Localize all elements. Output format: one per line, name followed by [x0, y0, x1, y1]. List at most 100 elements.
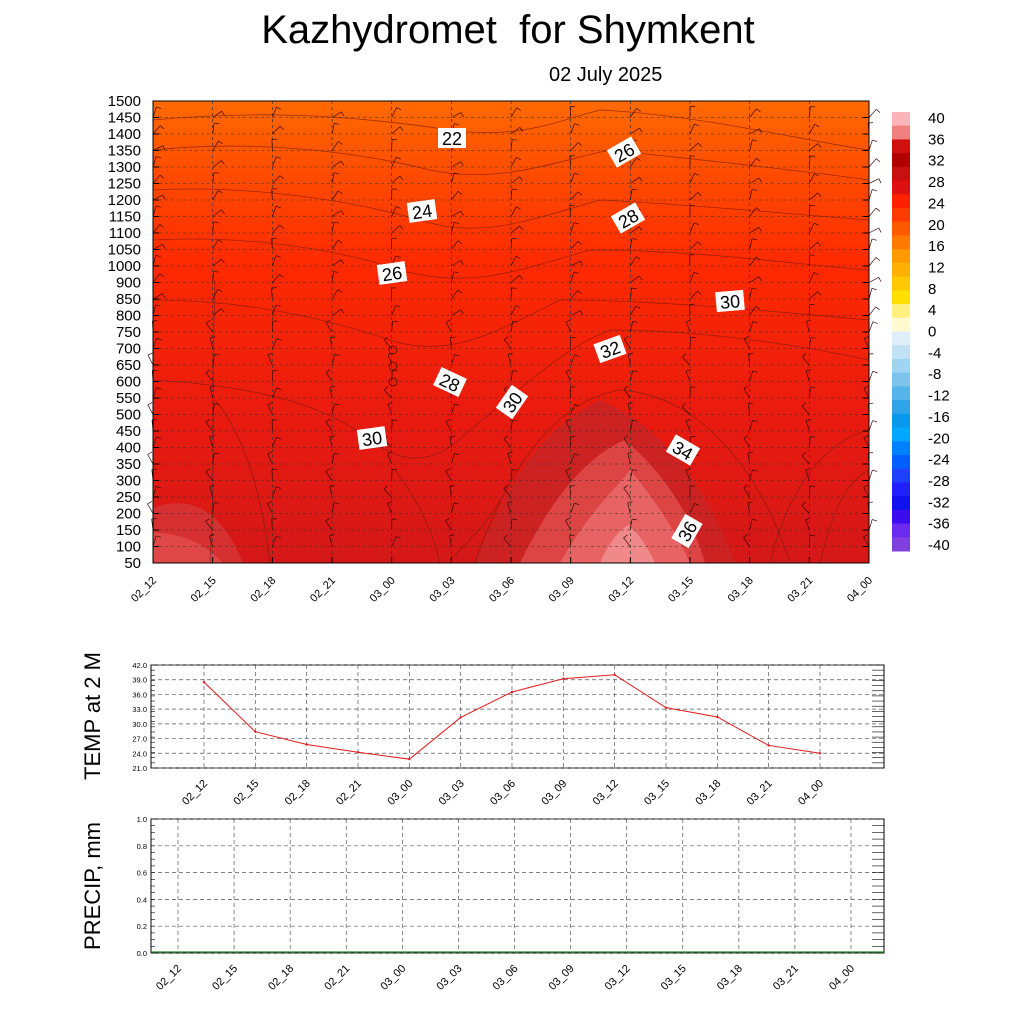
wind-barb-flag: [460, 210, 464, 216]
wind-barb: [272, 536, 277, 547]
wind-barb: [147, 503, 154, 514]
wind-barb-flag: [631, 238, 637, 240]
heatmap-y-tick-label: 1500: [108, 93, 141, 110]
wind-barb-flag: [209, 484, 215, 487]
wind-barb-flag: [574, 403, 580, 407]
wind-barb-flag: [752, 139, 758, 142]
wind-barb: [808, 387, 811, 399]
wind-barb-flag: [627, 451, 633, 454]
panel-x-tick-label: 04_00: [827, 963, 857, 993]
heatmap-hotter-region: [560, 470, 690, 563]
wind-barb: [747, 403, 751, 415]
wind-barb: [510, 238, 513, 250]
heatmap-x-tick-label: 03_09: [547, 575, 577, 605]
wind-barb: [623, 537, 631, 547]
wind-barb: [868, 321, 874, 333]
wind-barb: [809, 143, 819, 151]
wind-barb-flag: [519, 275, 523, 280]
wind-barb-flag: [159, 224, 165, 228]
wind-barb-flag: [279, 224, 284, 229]
wind-barb: [868, 158, 877, 168]
wind-barb: [445, 322, 452, 333]
wind-barb-flag: [276, 387, 282, 391]
panel-y-tick-label: 21.0: [132, 764, 147, 773]
wind-barb-flag: [334, 452, 340, 455]
wind-barb-flag: [395, 304, 401, 308]
wind-barb-flag: [573, 271, 579, 274]
colorbar-segment: [892, 153, 910, 168]
wind-barb: [212, 110, 222, 118]
colorbar-segment: [892, 221, 910, 236]
wind-barb-flag: [460, 161, 464, 167]
wind-barb-flag: [810, 386, 816, 388]
wind-barb: [749, 207, 757, 217]
heatmap-y-tick-label: 500: [116, 407, 141, 424]
wind-barb: [451, 309, 461, 316]
contour-label-box: [433, 367, 467, 397]
panel-x-tick-label: 03_00: [385, 778, 415, 808]
heatmap-y-tick-label: 650: [116, 357, 141, 374]
wind-barb: [212, 190, 219, 201]
calm-wind-circle: [388, 377, 398, 387]
wind-barb-flag: [334, 172, 340, 174]
wind-barb-flag: [627, 501, 633, 504]
wind-barb: [808, 156, 811, 168]
wind-barb-flag: [221, 160, 225, 165]
wind-barb-flag: [445, 517, 450, 521]
calm-wind-circle: [388, 361, 398, 371]
wind-barb-flag: [755, 256, 761, 261]
wind-barb: [570, 172, 575, 184]
wind-barb: [152, 338, 158, 349]
wind-barb: [451, 191, 459, 201]
wind-barb: [630, 256, 637, 267]
wind-barb-flag: [155, 205, 161, 208]
colorbar-segment: [892, 194, 910, 209]
contour-label-box: [406, 199, 438, 223]
wind-barb-flag: [276, 106, 282, 110]
wind-barb: [272, 338, 278, 349]
wind-barb-flag: [383, 386, 389, 391]
wind-barb-flag: [209, 385, 215, 388]
wind-barb: [212, 271, 214, 283]
wind-barb-flag: [457, 240, 463, 245]
wind-barb-flag: [214, 122, 220, 125]
wind-barb-flag: [871, 288, 877, 291]
wind-barb-flag: [565, 517, 571, 521]
contour-label: 24: [406, 199, 438, 223]
colorbar-label: -28: [928, 473, 950, 490]
panel-x-tick-label: 03_00: [378, 963, 408, 993]
heatmap-y-tick-label: 1050: [108, 242, 141, 259]
contour-label-box: [665, 434, 701, 466]
wind-barb-flag: [147, 501, 153, 505]
wind-barb: [570, 222, 575, 234]
wind-barb-flag: [387, 352, 393, 355]
wind-barb: [570, 123, 575, 135]
wind-barb-flag: [512, 469, 518, 471]
heatmap-x-tick-label: 03_18: [726, 575, 756, 605]
wind-barb-flag: [340, 210, 345, 215]
wind-barb: [630, 305, 637, 316]
wind-barb: [629, 469, 633, 481]
wind-barb: [863, 487, 870, 498]
wind-barb: [565, 321, 571, 333]
wind-barb: [801, 505, 810, 514]
wind-barb-flag: [810, 337, 816, 339]
wind-barb: [272, 125, 281, 135]
wind-barb: [630, 275, 640, 283]
contour-line: [394, 469, 441, 564]
wind-barb-flag: [516, 157, 521, 161]
wind-barb-flag: [758, 276, 762, 282]
wind-barb-flag: [817, 192, 822, 197]
colorbar-segment: [892, 386, 910, 401]
wind-barb-flag: [396, 156, 401, 160]
wind-barb-flag: [276, 486, 282, 489]
colorbar-segment: [892, 509, 910, 525]
wind-barb-flag: [743, 336, 749, 340]
wind-barb: [212, 258, 222, 267]
wind-barb-flag: [748, 353, 754, 355]
wind-barb-flag: [756, 108, 761, 113]
wind-barb-flag: [205, 518, 210, 522]
wind-barb-flag: [519, 127, 524, 132]
wind-barb: [510, 370, 513, 382]
wind-barb: [272, 437, 277, 448]
